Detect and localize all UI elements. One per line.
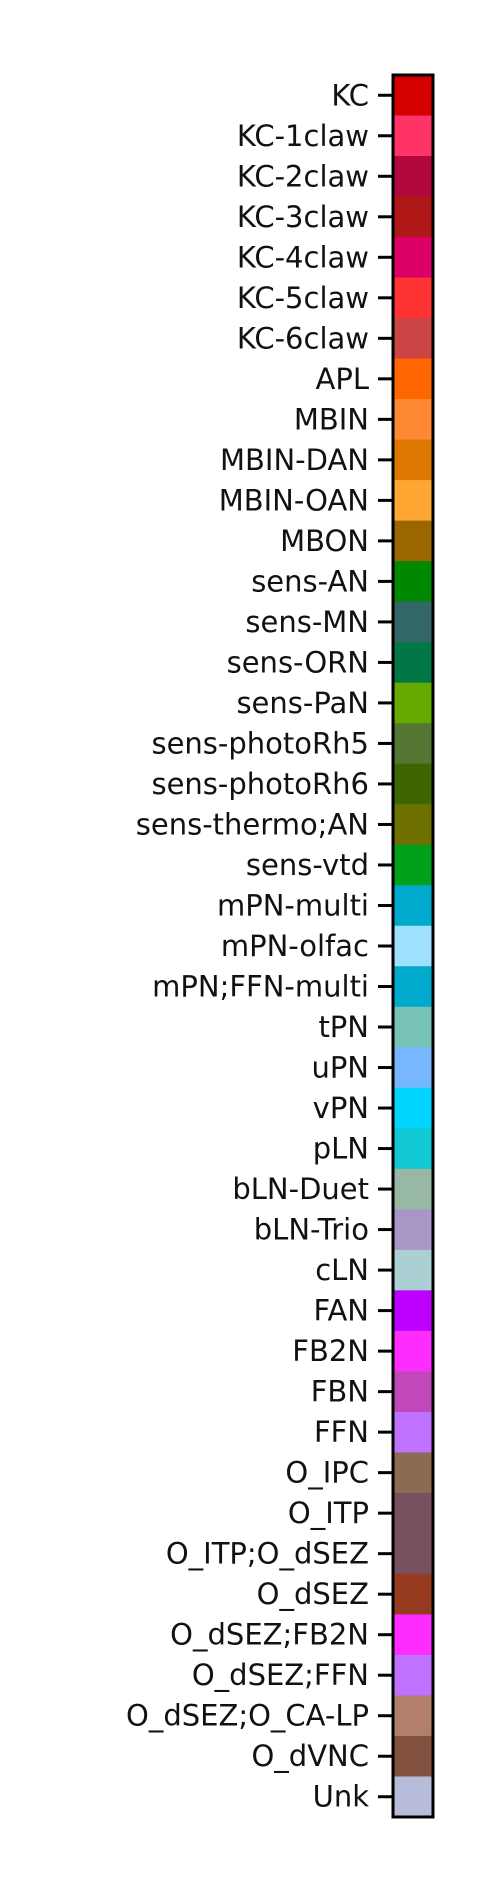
swatch-4 [393, 237, 433, 279]
tick-label-17: sens-photoRh6 [151, 767, 369, 801]
tick-label-39: O_dSEZ;FFN [192, 1658, 369, 1692]
tick-label-32: FBN [311, 1375, 369, 1409]
tick-label-26: pLN [313, 1132, 369, 1166]
tick-label-42: Unk [313, 1780, 370, 1814]
tick-label-14: sens-ORN [227, 645, 369, 679]
swatch-19 [393, 844, 433, 886]
swatch-39 [393, 1654, 433, 1697]
tick-label-25: vPN [313, 1091, 369, 1125]
tick-label-38: O_dSEZ;FB2N [170, 1618, 369, 1652]
tick-label-11: MBON [280, 524, 369, 558]
tick-label-37: O_dSEZ [257, 1577, 369, 1611]
swatch-14 [393, 642, 433, 684]
tick-label-4: KC-4claw [237, 240, 369, 274]
tick-label-12: sens-AN [251, 564, 369, 598]
colorbar-frame [391, 73, 435, 1819]
tick-label-13: sens-MN [245, 605, 369, 639]
swatch-27 [393, 1168, 433, 1210]
tick-label-41: O_dVNC [251, 1739, 369, 1773]
swatch-18 [393, 804, 433, 846]
swatch-23 [393, 1006, 433, 1048]
tick-label-35: O_ITP [288, 1496, 369, 1530]
tick-label-16: sens-photoRh5 [151, 726, 369, 760]
swatch-26 [393, 1128, 433, 1170]
swatch-40 [393, 1695, 433, 1737]
tick-label-33: FFN [314, 1415, 369, 1449]
tick-label-10: MBIN-OAN [219, 483, 369, 517]
swatch-30 [393, 1290, 433, 1332]
tick-labels: KC KC-1claw KC-2claw KC-3claw KC-4claw KC-5cl… [126, 78, 369, 1813]
swatch-13 [393, 601, 433, 643]
swatch-7 [393, 358, 433, 400]
swatch-21 [393, 925, 433, 967]
tick-label-15: sens-PaN [236, 686, 369, 720]
tick-label-28: bLN-Trio [254, 1213, 369, 1247]
swatch-6 [393, 318, 433, 360]
swatch-20 [393, 885, 433, 927]
tick-label-2: KC-2claw [237, 159, 369, 193]
swatch-11 [393, 520, 433, 562]
swatch-36 [393, 1533, 433, 1575]
swatch-5 [393, 277, 433, 319]
swatch-12 [393, 561, 433, 603]
swatch-37 [393, 1573, 433, 1616]
tick-label-9: MBIN-DAN [220, 443, 369, 477]
swatch-10 [393, 480, 433, 522]
swatch-25 [393, 1087, 433, 1129]
tick-label-21: mPN-olfac [221, 929, 369, 963]
swatch-2 [393, 156, 433, 198]
tick-label-5: KC-5claw [237, 281, 369, 315]
tick-label-24: uPN [311, 1051, 369, 1085]
swatch-8 [393, 399, 433, 441]
swatch-3 [393, 196, 433, 238]
swatch-16 [393, 723, 433, 765]
tick-label-30: FAN [313, 1294, 369, 1328]
tick-label-3: KC-3claw [237, 200, 369, 234]
tick-label-36: O_ITP;O_dSEZ [166, 1537, 369, 1571]
swatch-15 [393, 682, 433, 724]
swatch-34 [393, 1452, 433, 1494]
tick-label-20: mPN-multi [217, 888, 369, 922]
tick-label-18: sens-thermo;AN [136, 807, 369, 841]
swatch-28 [393, 1209, 433, 1251]
tick-label-23: tPN [318, 1010, 369, 1044]
tick-label-34: O_IPC [285, 1456, 369, 1490]
tick-label-31: FB2N [292, 1334, 369, 1368]
tick-label-19: sens-vtd [246, 848, 369, 882]
tick-label-27: bLN-Duet [232, 1172, 369, 1206]
tick-label-8: MBIN [294, 402, 369, 436]
color-swatches [393, 75, 433, 1818]
tick-label-7: APL [316, 362, 369, 396]
swatch-33 [393, 1411, 433, 1453]
swatch-9 [393, 439, 433, 481]
swatch-29 [393, 1249, 433, 1291]
tick-label-6: KC-6claw [237, 321, 369, 355]
tick-label-1: KC-1claw [237, 119, 369, 153]
swatch-0 [393, 75, 433, 117]
swatch-31 [393, 1330, 433, 1372]
swatch-17 [393, 763, 433, 805]
swatch-32 [393, 1371, 433, 1413]
swatch-38 [393, 1614, 433, 1656]
swatch-41 [393, 1735, 433, 1778]
swatch-24 [393, 1047, 433, 1089]
tick-marks [378, 93, 393, 1799]
tick-label-0: KC [331, 78, 369, 112]
tick-label-22: mPN;FFN-multi [152, 970, 369, 1004]
swatch-22 [393, 966, 433, 1008]
swatch-35 [393, 1492, 433, 1535]
swatch-1 [393, 115, 433, 157]
tick-label-40: O_dSEZ;O_CA-LP [126, 1699, 369, 1733]
tick-label-29: cLN [315, 1253, 369, 1287]
swatch-42 [393, 1776, 433, 1818]
